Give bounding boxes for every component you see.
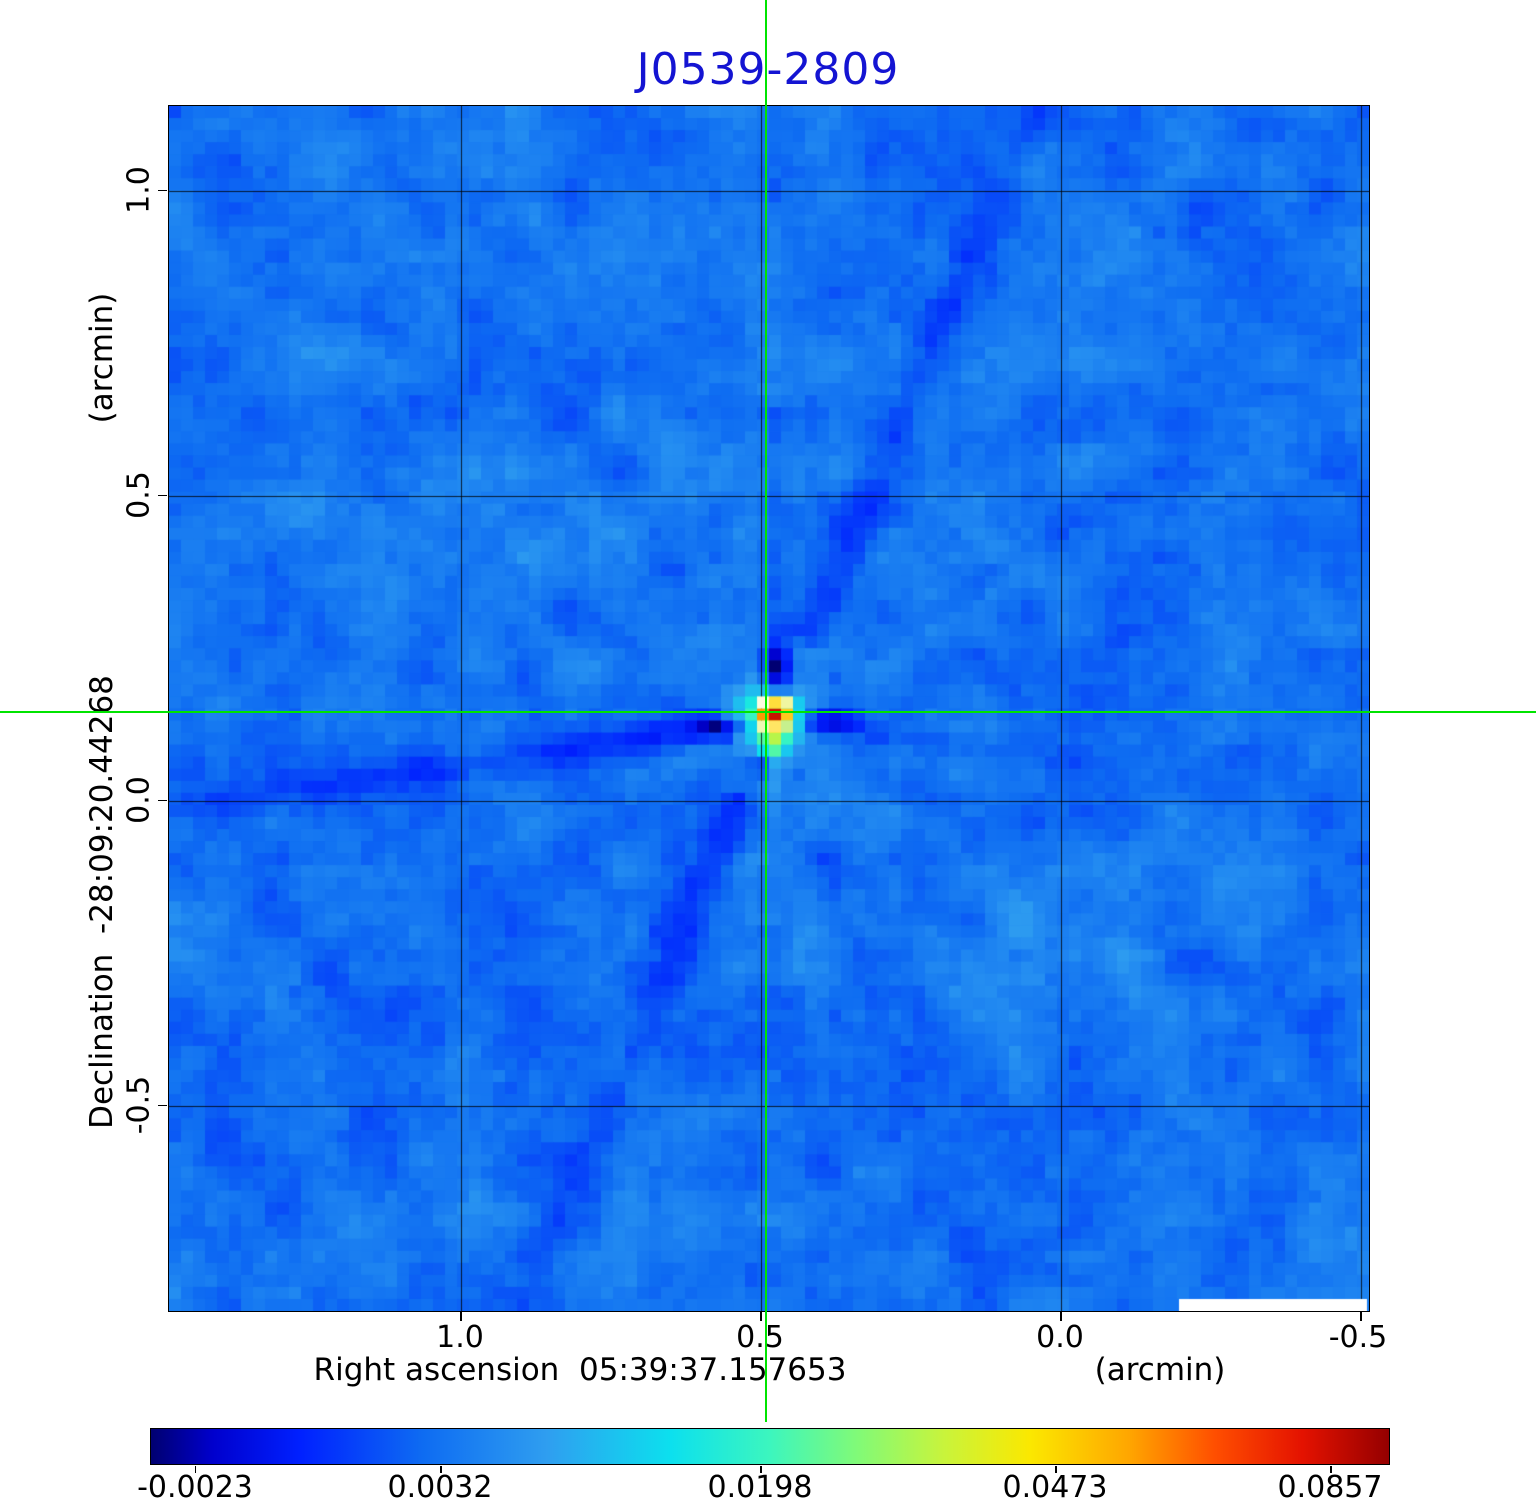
sky-image-canvas[interactable]: [169, 106, 1369, 1311]
colorbar-tick-label-3: 0.0198: [707, 1470, 813, 1500]
y-tick-label-1: 1.0: [121, 166, 157, 214]
y-axis-tick: [158, 1104, 167, 1107]
colorbar-tick: [1330, 1466, 1332, 1473]
y-axis-unit-label: (arcmin): [84, 292, 120, 424]
colorbar: [150, 1428, 1390, 1465]
colorbar-tick-label-5: 0.0857: [1277, 1470, 1383, 1500]
y-tick-label-3: 0.0: [121, 776, 157, 824]
y-tick-label-4: -0.5: [121, 1075, 157, 1135]
x-tick-label-4: -0.5: [1328, 1320, 1388, 1355]
source-title: J0539-2809: [636, 44, 900, 95]
x-axis-tick: [760, 1312, 762, 1321]
y-axis-tick: [158, 189, 167, 192]
y-axis-tick: [158, 494, 167, 497]
colorbar-tick: [440, 1466, 442, 1473]
x-axis-unit-label: (arcmin): [1094, 1352, 1226, 1388]
colorbar-tick: [760, 1466, 762, 1473]
colorbar-tick-label-2: 0.0032: [387, 1470, 493, 1500]
x-axis-tick: [1060, 1312, 1062, 1321]
y-tick-label-2: 0.5: [121, 471, 157, 519]
x-axis-title: Right ascension 05:39:37.157653: [313, 1352, 847, 1388]
colorbar-tick: [1055, 1466, 1057, 1473]
x-axis-tick: [1360, 1312, 1362, 1321]
x-tick-label-2: 0.5: [736, 1320, 784, 1355]
colorbar-tick-label-4: 0.0473: [1002, 1470, 1108, 1500]
x-axis-tick: [460, 1312, 462, 1321]
y-axis-title: Declination -28:09:20.44268: [84, 675, 120, 1129]
x-tick-label-3: 0.0: [1036, 1320, 1084, 1355]
colorbar-tick: [194, 1466, 197, 1473]
y-axis-tick: [158, 799, 167, 802]
sky-image-plot: [168, 105, 1370, 1312]
x-tick-label-1: 1.0: [436, 1320, 484, 1355]
colorbar-tick-label-1: -0.0023: [137, 1470, 253, 1500]
